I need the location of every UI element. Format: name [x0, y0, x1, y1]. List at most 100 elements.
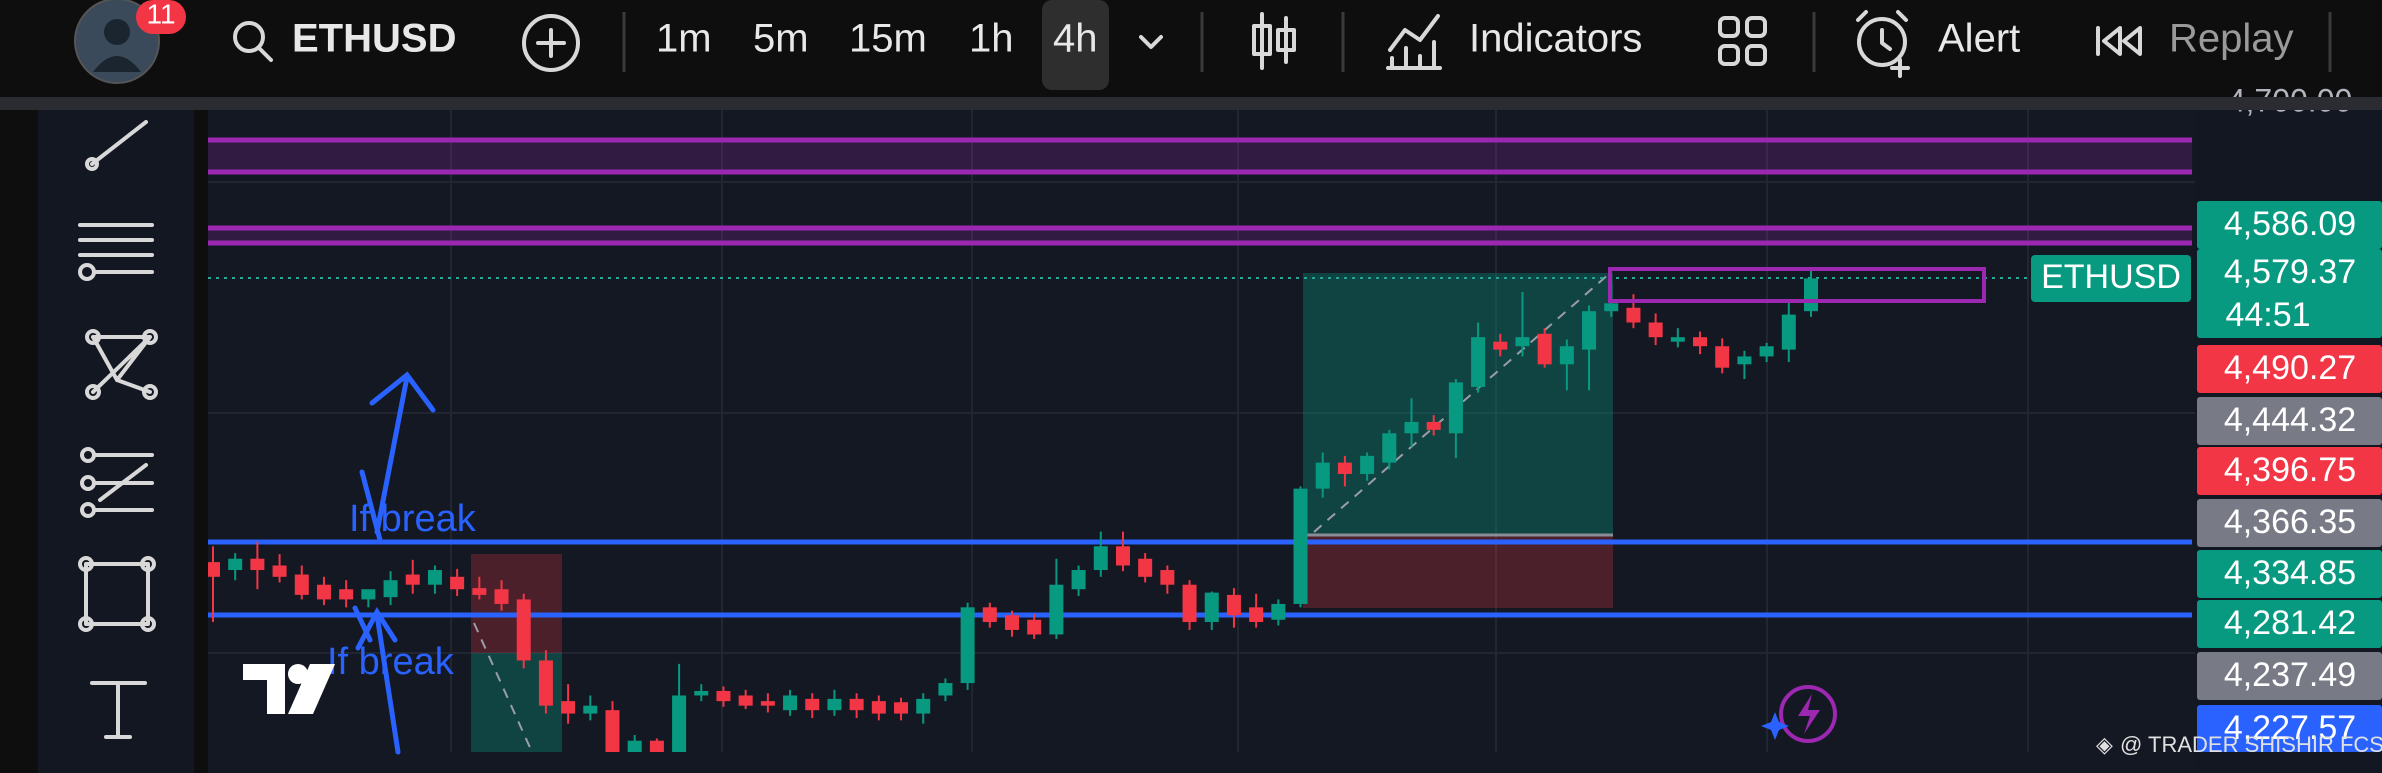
icon-stroke	[85, 329, 101, 345]
target-box	[1608, 267, 1986, 303]
timeframe-label: 5m	[753, 17, 809, 61]
indicators-button[interactable]: Indicators	[1386, 14, 1642, 70]
search-icon	[257, 46, 273, 62]
candle-body	[272, 565, 287, 577]
price-label: 4,444.32	[2224, 401, 2356, 439]
trend-line-tool[interactable]	[85, 120, 148, 171]
candle-body	[494, 589, 509, 604]
candle-body	[1582, 311, 1597, 350]
price-label: 4,366.35	[2224, 503, 2356, 541]
toolbar-divider	[0, 97, 2382, 110]
drawing-toolbar	[38, 110, 194, 773]
annotations: If break If break	[327, 371, 477, 755]
drawings	[208, 137, 2192, 753]
price-label-bg	[2197, 249, 2382, 338]
button-ring	[1779, 685, 1837, 743]
candle-body	[516, 599, 531, 661]
watermark: @ TRADER SHISHIR FCS	[2120, 732, 2382, 757]
candle-body	[894, 702, 909, 714]
timeframe-button[interactable]: 1m	[656, 17, 712, 61]
price-label-bg	[2197, 201, 2382, 249]
icon-stroke	[84, 562, 150, 626]
candle-body	[450, 576, 465, 590]
countdown-label: 44:51	[2225, 296, 2310, 334]
fib-tool[interactable]	[80, 447, 154, 518]
icon-stroke	[78, 263, 96, 281]
price-label: 4,396.75	[2224, 451, 2356, 489]
candle-body	[1693, 337, 1708, 347]
zone-fill	[208, 228, 2192, 243]
price-label-bg	[2197, 397, 2382, 445]
compare-button[interactable]	[522, 14, 580, 72]
timeframe-button[interactable]: 4h	[1042, 0, 1109, 90]
price-label: 4,281.42	[2224, 604, 2356, 642]
icon-stroke	[142, 384, 158, 400]
candle-body	[694, 690, 709, 696]
candle-body	[672, 695, 687, 752]
candle-body	[605, 710, 620, 752]
lightning-icon	[1798, 694, 1820, 734]
search-icon	[233, 21, 265, 53]
trend-path	[473, 622, 533, 753]
candle-body	[1093, 546, 1108, 571]
avatar-figure	[93, 56, 141, 72]
icon-stroke	[140, 556, 156, 572]
icon-stroke	[78, 556, 94, 572]
symbol-tag-text: ETHUSD	[2041, 258, 2181, 296]
price-label-bg	[2197, 447, 2382, 495]
candle-body	[1804, 278, 1818, 312]
replay-button[interactable]: Replay	[2096, 17, 2294, 61]
timeframe-label: 1h	[969, 17, 1014, 61]
candle-body	[228, 558, 243, 571]
horizontal-lines-tool[interactable]	[78, 223, 154, 281]
rectangle-tool[interactable]	[78, 556, 156, 632]
candle-body	[405, 574, 420, 585]
candle-body	[1049, 584, 1064, 635]
logo-part	[288, 664, 308, 684]
long-position-stop	[1303, 535, 1613, 608]
alert-label: Alert	[1938, 17, 2020, 61]
candle-body	[472, 588, 487, 595]
timeframe-label: 1m	[656, 17, 712, 61]
pattern-tool[interactable]	[85, 329, 158, 400]
text-tool[interactable]	[90, 681, 147, 739]
price-label: 4,490.27	[2224, 349, 2356, 387]
layouts-button[interactable]	[1718, 16, 1767, 66]
alarm-icon	[1856, 10, 1910, 78]
candle-body	[1781, 314, 1796, 350]
quick-trade-button[interactable]	[1761, 685, 1837, 743]
candle-body	[649, 740, 664, 752]
timeframe-dropdown[interactable]	[1139, 35, 1163, 49]
candle-body	[1515, 337, 1530, 347]
candle-body	[1448, 382, 1463, 434]
brand-logo	[243, 664, 335, 714]
arrow-down	[352, 605, 401, 755]
candle-body	[783, 695, 798, 711]
price-label-bg	[2197, 499, 2382, 547]
timeframe-button[interactable]: 1h	[969, 17, 1014, 61]
arrow-up	[359, 371, 436, 543]
icon-stroke	[78, 223, 154, 274]
timeframe-button[interactable]: 5m	[753, 17, 809, 61]
price-label: 4,334.85	[2224, 554, 2356, 592]
timeframes: 1m 5m 15m 1h 4h	[656, 0, 1109, 90]
icon-stroke	[78, 616, 94, 632]
candle-icon	[1252, 24, 1272, 56]
candle-body	[871, 701, 886, 714]
timeframe-label: 15m	[849, 17, 927, 61]
chart-type-button[interactable]	[1252, 12, 1296, 70]
symbol-search[interactable]: ETHUSD	[233, 17, 456, 62]
alert-button[interactable]: Alert	[1856, 10, 2020, 78]
logo-part	[243, 664, 285, 714]
candle-body	[1759, 346, 1774, 357]
candle-body	[1360, 455, 1375, 474]
candle-body	[716, 690, 731, 702]
timeframe-button[interactable]: 15m	[849, 17, 927, 61]
symbol-name: ETHUSD	[292, 17, 456, 61]
price-label: 4,227.57	[2224, 709, 2356, 747]
price-labels: 4,586.09 4,579.37 44:51 4,490.27 4,444.32 4,3…	[2197, 201, 2382, 752]
candle-body	[538, 660, 553, 706]
candle-body	[1737, 356, 1752, 365]
